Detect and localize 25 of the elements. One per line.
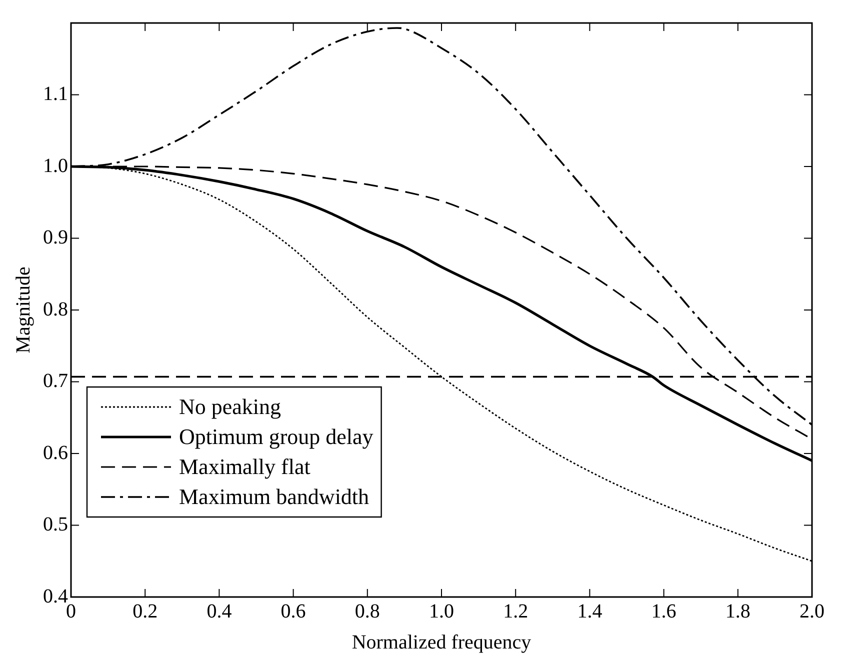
y-tick-label: 0.7 xyxy=(43,370,68,392)
x-tick-label: 2.0 xyxy=(800,600,824,622)
x-tick-label: 1.2 xyxy=(503,600,528,622)
x-tick-label: 0 xyxy=(66,600,76,622)
x-tick-label: 1.6 xyxy=(651,600,676,622)
x-tick-label: 0.8 xyxy=(354,600,380,622)
x-axis-title: Normalized frequency xyxy=(352,631,532,654)
x-tick-label: 1.4 xyxy=(577,600,602,622)
x-tick-label: 1.0 xyxy=(429,600,454,622)
y-tick-label: 0.6 xyxy=(43,442,68,464)
y-tick-label: 0.5 xyxy=(43,514,68,536)
legend-label: Optimum group delay xyxy=(179,424,374,449)
y-tick-label: 1.0 xyxy=(43,154,68,177)
x-tick-label: 0.4 xyxy=(206,600,232,622)
x-tick-label: 0.6 xyxy=(280,600,306,622)
legend-label: Maximum bandwidth xyxy=(179,484,370,509)
legend-label: No peaking xyxy=(179,394,282,419)
y-tick-label: 1.1 xyxy=(43,83,68,105)
y-tick-label: 0.9 xyxy=(43,226,68,248)
legend-label: Maximally flat xyxy=(179,454,310,479)
y-axis-title: Magnitude xyxy=(12,266,34,354)
y-tick-label: 0.4 xyxy=(43,585,68,608)
y-tick-label: 0.8 xyxy=(43,298,68,320)
x-tick-label: 1.8 xyxy=(725,600,750,622)
x-tick-label: 0.2 xyxy=(132,600,158,622)
